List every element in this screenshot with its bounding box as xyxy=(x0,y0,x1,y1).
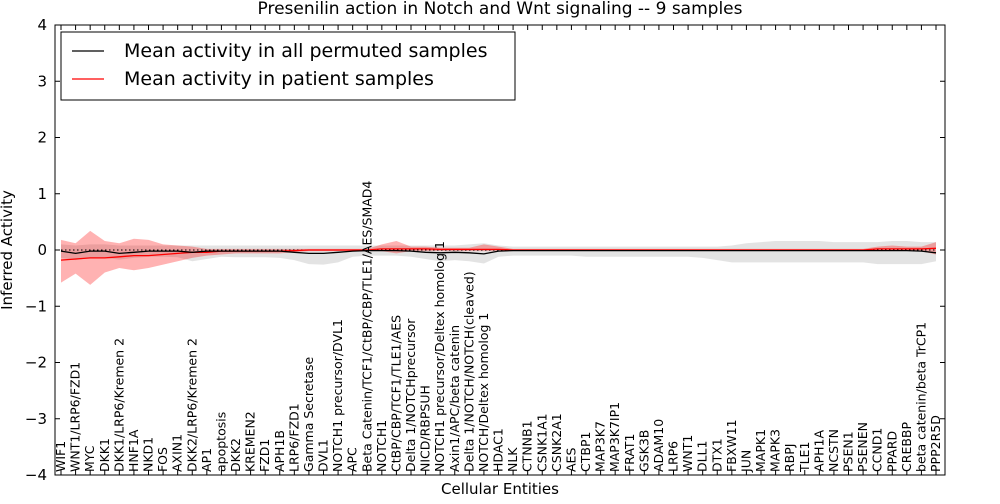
x-category-label: NOTCH1 xyxy=(374,420,389,472)
x-category-label: NLK xyxy=(505,447,520,472)
x-category-label: CSNK1A1 xyxy=(534,413,549,472)
x-category-label: CSNK2A1 xyxy=(549,413,564,472)
x-category-label: LRP6 xyxy=(666,441,681,472)
y-tick-label: −3 xyxy=(25,410,47,428)
x-category-label: CTBP1 xyxy=(578,432,593,472)
chart-title: Presenilin action in Notch and Wnt signa… xyxy=(258,0,743,19)
x-category-label: NOTCH1 precursor/Deltex homolog 1 xyxy=(432,241,447,472)
y-tick-label: −4 xyxy=(25,466,47,484)
x-category-label: DKK2 xyxy=(228,438,243,472)
x-category-label: Delta 1/NOTCHprecursor xyxy=(403,318,418,472)
x-category-label: Axin1/APC/beta catenin xyxy=(447,325,462,472)
x-category-label: PPARD xyxy=(884,431,899,472)
x-category-label: WNT1 xyxy=(680,435,695,472)
x-category-label: FZD1 xyxy=(257,439,272,472)
x-category-label: AXIN1 xyxy=(170,434,185,472)
x-category-label: CCND1 xyxy=(870,428,885,472)
y-axis-title: Inferred Activity xyxy=(0,190,16,310)
x-category-label: NICD/RBPSUH xyxy=(418,385,433,472)
x-category-label: FRAT1 xyxy=(622,434,637,473)
y-tick-label: 2 xyxy=(37,129,47,147)
legend: Mean activity in all permuted samples Me… xyxy=(60,31,516,101)
x-category-label: LRP6/FZD1 xyxy=(286,403,301,472)
x-category-label: MAP3K7IP1 xyxy=(607,402,622,472)
y-tick-label: 0 xyxy=(37,241,47,259)
x-category-label: DKK1/LRP6/Kremen 2 xyxy=(111,338,126,472)
x-axis-title: Cellular Entities xyxy=(441,480,559,498)
y-tick-label: −1 xyxy=(25,297,47,315)
x-category-label: DKK2/LRP6/Kremen 2 xyxy=(184,338,199,472)
x-category-label: WNT1/LRP6/FZD1 xyxy=(68,362,83,472)
x-category-label: TLE1 xyxy=(797,442,812,473)
x-category-label: CtBP/CBP/TCF1/TLE1/AES xyxy=(388,315,403,472)
y-tick-label: 1 xyxy=(37,185,47,203)
bands-layer xyxy=(61,230,936,285)
x-category-label: APH1A xyxy=(811,430,826,472)
x-category-label: APC xyxy=(345,447,360,472)
x-category-label: CREBBP xyxy=(899,422,914,472)
legend-label-patient: Mean activity in patient samples xyxy=(124,68,434,90)
x-category-label: JUN xyxy=(738,450,753,473)
x-category-label: RBPJ xyxy=(782,444,797,473)
x-category-label: MAPK1 xyxy=(753,429,768,472)
x-category-label: Gamma Secretase xyxy=(301,357,316,472)
x-category-label: GSK3B xyxy=(636,430,651,472)
x-category-label: PSEN1 xyxy=(841,431,856,472)
x-category-label: DLL1 xyxy=(695,441,710,473)
x-category-label: HNF1A xyxy=(126,429,141,472)
x-category-label: Delta 1/NOTCH/NOTCH(cleaved) xyxy=(461,271,476,472)
x-category-label: DTX1 xyxy=(709,438,724,472)
legend-box xyxy=(60,31,516,101)
y-tick-label: 3 xyxy=(37,72,47,90)
x-category-label: beta catenin/beta TrCP1 xyxy=(913,322,928,472)
x-category-label: WIF1 xyxy=(53,441,68,472)
x-category-label: DVL1 xyxy=(316,439,331,472)
x-category-label: PSENEN xyxy=(855,422,870,472)
x-category-label: AES xyxy=(563,448,578,472)
x-category-label: ADAM10 xyxy=(651,419,666,472)
x-category-label: KREMEN2 xyxy=(243,411,258,472)
x-category-label: MAP3K7 xyxy=(593,421,608,472)
x-category-label: NKD1 xyxy=(141,437,156,472)
x-category-label: MAPK3 xyxy=(768,429,783,472)
x-category-label: apoptosis xyxy=(213,412,228,472)
band-permuted xyxy=(61,241,936,265)
x-category-label: MYC xyxy=(82,445,97,472)
x-category-label: DKK1 xyxy=(97,438,112,472)
legend-label-permuted: Mean activity in all permuted samples xyxy=(124,40,487,62)
x-category-label: Beta Catenin/TCF1/CtBP/CBP/TLE1/AES/SMAD… xyxy=(359,181,374,472)
y-axis: −4 −3 −2 −1 0 1 2 3 4 xyxy=(25,16,945,484)
series-line-permuted xyxy=(60,249,937,255)
x-category-label: NCSTN xyxy=(826,429,841,472)
x-axis: WIF1 WNT1/LRP6/FZD1 MYC DKK1 DKK1/LRP6/Kreme… xyxy=(53,25,943,475)
y-tick-label: 4 xyxy=(37,16,47,34)
x-category-label: CTNNB1 xyxy=(520,420,535,472)
lines-layer xyxy=(60,247,937,261)
x-category-label: NOTCH1 precursor/DVL1 xyxy=(330,319,345,472)
x-category-label: AP1 xyxy=(199,448,214,472)
x-category-label: FBXW11 xyxy=(724,419,739,472)
y-tick-label: −2 xyxy=(25,354,47,372)
x-category-label: PPP2R5D xyxy=(928,415,943,472)
x-category-label: HDAC1 xyxy=(491,428,506,472)
x-category-label: APH1B xyxy=(272,430,287,472)
x-category-label: FOS xyxy=(155,447,170,472)
x-category-label: NOTCH/Deltex homolog 1 xyxy=(476,313,491,472)
